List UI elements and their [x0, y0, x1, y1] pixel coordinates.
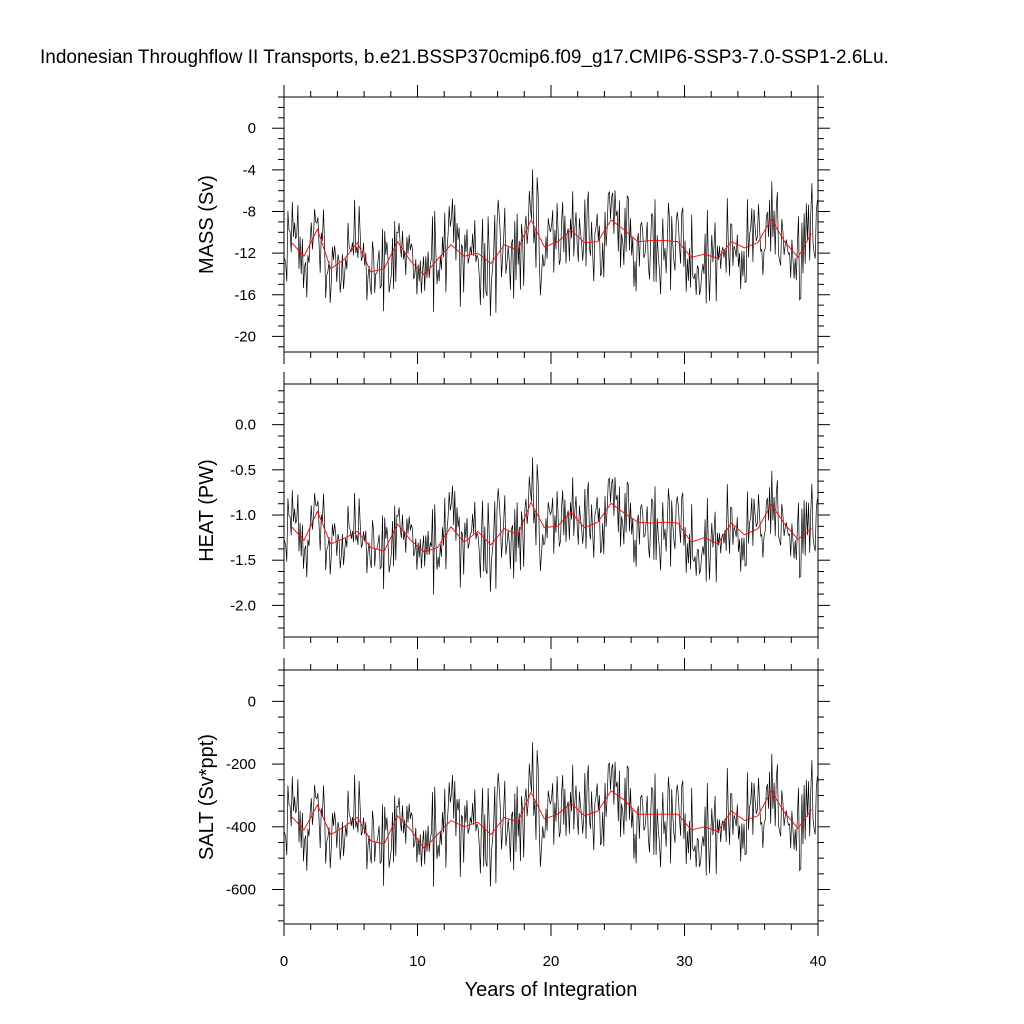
monthly-series-line: [284, 742, 818, 887]
annual-mean-line: [290, 217, 812, 276]
x-tick-label: 0: [280, 953, 288, 970]
y-tick-label: 0: [248, 120, 256, 137]
panel-mass: 0 -4 -8 -12 -16 -20 MASS (Sv): [196, 85, 830, 364]
y-tick-label: -12: [234, 245, 256, 262]
plot-frame: [283, 96, 819, 353]
plot-frame: [283, 383, 819, 638]
y-tick-label: -2.0: [230, 597, 256, 614]
monthly-series-line: [284, 169, 818, 317]
annual-mean-line: [290, 789, 812, 850]
plot-frame: [283, 669, 819, 925]
x-tick-label: 10: [409, 953, 426, 970]
y-tick-label: -8: [243, 203, 256, 220]
y-tick-label: -16: [234, 287, 256, 304]
y-axis-label: HEAT (PW): [196, 459, 218, 562]
y-tick-label: -1.5: [230, 552, 256, 569]
y-tick-label: -0.5: [230, 462, 256, 479]
x-axis-label: Years of Integration: [465, 979, 638, 1001]
y-tick-label: -20: [234, 328, 256, 345]
y-tick-label: -4: [243, 162, 256, 179]
y-axis-label: SALT (Sv*ppt): [196, 734, 218, 860]
annual-mean-line: [290, 501, 812, 553]
monthly-series-line: [284, 457, 818, 595]
x-tick-label: 40: [810, 953, 827, 970]
y-tick-label: 0: [248, 693, 256, 710]
x-tick-label: 20: [543, 953, 560, 970]
y-tick-label: 0.0: [235, 417, 256, 434]
y-tick-label: -400: [226, 819, 256, 836]
panel-heat: 0.0 -0.5 -1.0 -1.5 -2.0 HEAT (PW): [196, 372, 830, 649]
x-tick-label: 30: [676, 953, 693, 970]
y-tick-label: -600: [226, 882, 256, 899]
chart-title: Indonesian Throughflow II Transports, b.…: [40, 47, 889, 68]
panel-salt: 0 -200 -400 -600 SALT (Sv*ppt): [196, 658, 830, 936]
y-tick-label: -1.0: [230, 507, 256, 524]
y-axis-label: MASS (Sv): [196, 175, 218, 274]
y-tick-label: -200: [226, 756, 256, 773]
